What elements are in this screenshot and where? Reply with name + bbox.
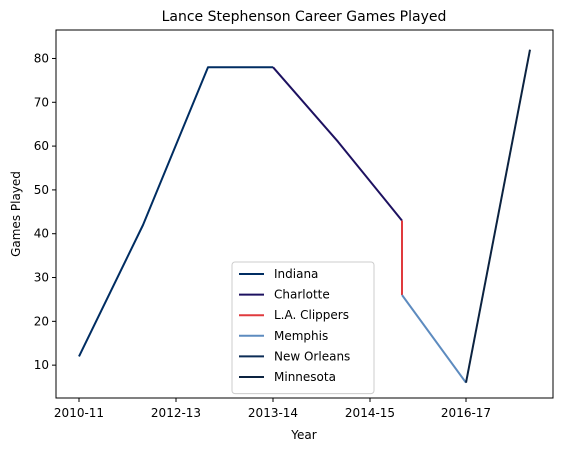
legend-item: New Orleans: [274, 349, 350, 363]
legend: Indiana Charlotte L.A. Clippers Memphis New …: [231, 261, 375, 395]
x-tick-label: 2012-13: [151, 406, 201, 420]
plot-lines: [78, 49, 531, 384]
x-axis: 2010-11 2012-13 2013-14 2014-15 2016-17: [54, 398, 491, 420]
legend-item: Indiana: [274, 267, 318, 281]
series-line-3: [401, 294, 467, 384]
chart-title: Lance Stephenson Career Games Played: [162, 9, 447, 25]
x-tick-label: 2013-14: [248, 406, 298, 420]
plot-frame: [55, 29, 554, 399]
x-tick-label: 2010-11: [54, 406, 104, 420]
y-tick-label: 60: [34, 139, 49, 153]
legend-item: Memphis: [274, 329, 328, 343]
y-tick-label: 70: [34, 95, 49, 109]
series-line-5: [465, 49, 531, 383]
legend-item: L.A. Clippers: [274, 308, 349, 322]
legend-box: [231, 261, 375, 395]
legend-item: Charlotte: [274, 288, 330, 302]
y-tick-label: 20: [34, 314, 49, 328]
series-line-1: [272, 66, 403, 222]
x-tick-label: 2016-17: [441, 406, 491, 420]
x-axis-label: Year: [290, 428, 316, 442]
y-tick-label: 40: [34, 227, 49, 241]
y-tick-label: 10: [34, 358, 49, 372]
y-tick-label: 50: [34, 183, 49, 197]
y-tick-label: 80: [34, 51, 49, 65]
x-tick-label: 2014-15: [345, 406, 395, 420]
y-tick-label: 30: [34, 271, 49, 285]
y-axis-label: Games Played: [9, 171, 23, 257]
legend-item: Minnesota: [274, 370, 336, 384]
series-line-0: [78, 66, 273, 357]
y-axis: 10 20 30 40 50 60 70 80: [34, 51, 56, 372]
